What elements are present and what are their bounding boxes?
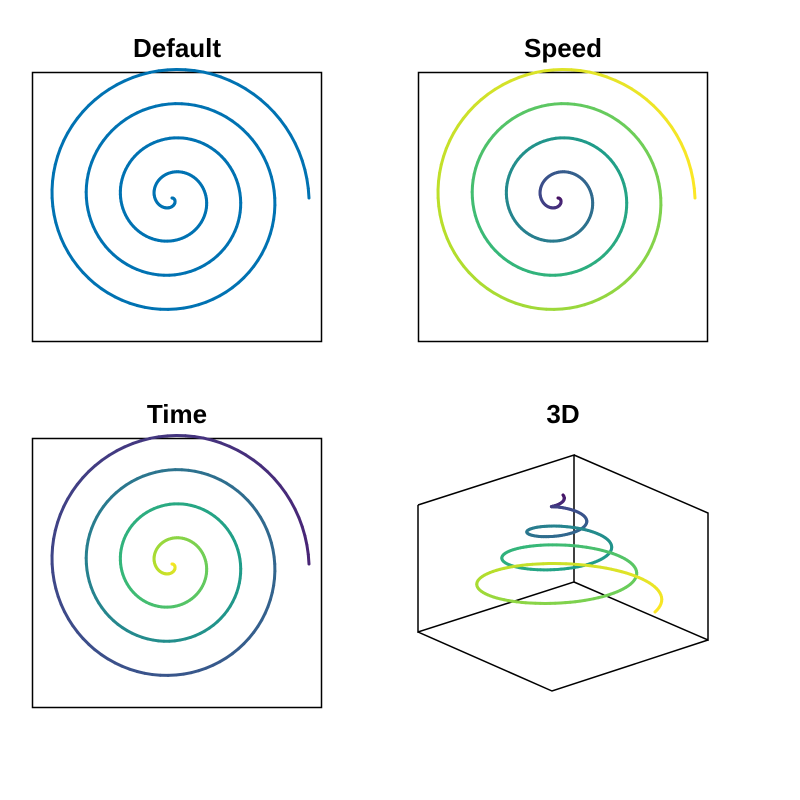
- spiral-segment: [259, 98, 270, 108]
- spiral-segment: [236, 82, 248, 91]
- spiral-curve-default: [50, 67, 311, 311]
- spiral-segment: [679, 141, 687, 154]
- spiral-segment: [306, 552, 311, 566]
- spiral-segment: [587, 70, 600, 76]
- spiral-segment: [289, 133, 297, 145]
- spiral-segment: [289, 499, 297, 511]
- spiral-segment: [284, 125, 293, 137]
- spiral-segment: [605, 75, 617, 82]
- spiral-segment: [578, 69, 591, 74]
- panel-title-speed: Speed: [524, 33, 602, 63]
- spiral-curve-3d: [475, 493, 664, 614]
- spiral-segment: [272, 110, 282, 121]
- spiral-curve-speed: [436, 67, 697, 311]
- spiral-segment: [210, 72, 223, 79]
- spiral-segment: [236, 448, 248, 457]
- spiral-segment: [300, 525, 307, 538]
- spiral-segment: [297, 150, 304, 163]
- spiral-segment: [645, 98, 656, 108]
- spiral-segment: [652, 104, 662, 114]
- spiral-segment: [675, 133, 683, 145]
- spiral-segment: [210, 438, 223, 445]
- spiral-segment: [278, 117, 288, 129]
- panel-speed: Speed: [417, 33, 709, 343]
- spiral-segment: [244, 87, 255, 96]
- floor-pane: [417, 631, 709, 692]
- spiral-segment: [297, 516, 304, 529]
- spiral-segment: [596, 72, 609, 79]
- spiral-segment: [266, 104, 276, 114]
- spiral-segment: [306, 186, 311, 200]
- back-right-pane: [573, 454, 709, 642]
- spiral-segment: [227, 444, 240, 452]
- axes-frame-time: [31, 437, 323, 709]
- spiral-segment: [259, 464, 270, 474]
- spiral-segment: [251, 92, 263, 102]
- spiral-segment: [691, 177, 696, 190]
- panel-title-3d: 3D: [546, 399, 579, 429]
- spiral-curve-time: [50, 433, 311, 677]
- spiral-segment: [192, 435, 205, 440]
- spiral-segment: [664, 117, 674, 129]
- spiral-segment: [303, 534, 309, 547]
- panel-default: Default: [31, 33, 323, 343]
- spiral-segment: [219, 75, 231, 82]
- spiral-segment: [305, 543, 310, 556]
- spiral-segment: [192, 69, 205, 74]
- spiral-3d-segment: [653, 608, 659, 614]
- panel-3d: 3D: [417, 399, 709, 692]
- spiral-segment: [219, 441, 231, 448]
- spiral-segment: [266, 470, 276, 480]
- spiral-segment: [300, 159, 307, 172]
- spiral-segment: [305, 177, 310, 190]
- spiral-segment: [272, 476, 282, 487]
- spiral-segment: [622, 82, 634, 91]
- spiral-segment: [201, 70, 214, 76]
- spiral-segment: [569, 68, 582, 73]
- spiral-segment: [683, 150, 690, 163]
- spiral-segment: [303, 168, 309, 181]
- spiral-segment: [686, 159, 693, 172]
- spiral-segment: [244, 453, 255, 462]
- spiral-segment: [293, 141, 301, 154]
- spiral-segment: [658, 110, 668, 121]
- axes-3d-box: [417, 453, 709, 692]
- spiral-segment: [692, 186, 697, 200]
- spiral-segment: [630, 87, 641, 96]
- spiral-segment: [183, 68, 196, 73]
- panel-time: Time: [31, 399, 323, 709]
- panel-title-time: Time: [147, 399, 207, 429]
- spiral-segment: [183, 434, 196, 439]
- panel-title-default: Default: [133, 33, 221, 63]
- spiral-segment: [637, 92, 649, 102]
- spiral-segment: [613, 78, 626, 86]
- spiral-segment: [293, 507, 301, 520]
- spiral-segment: [251, 458, 263, 468]
- spiral-segment: [278, 483, 288, 495]
- axes-frame-default: [31, 71, 323, 343]
- spiral-segment: [284, 491, 293, 503]
- spiral-segment: [689, 168, 695, 181]
- axes-frame-speed: [417, 71, 709, 343]
- spiral-segment: [227, 78, 240, 86]
- spiral-segment: [201, 436, 214, 442]
- spiral-segment: [670, 125, 679, 137]
